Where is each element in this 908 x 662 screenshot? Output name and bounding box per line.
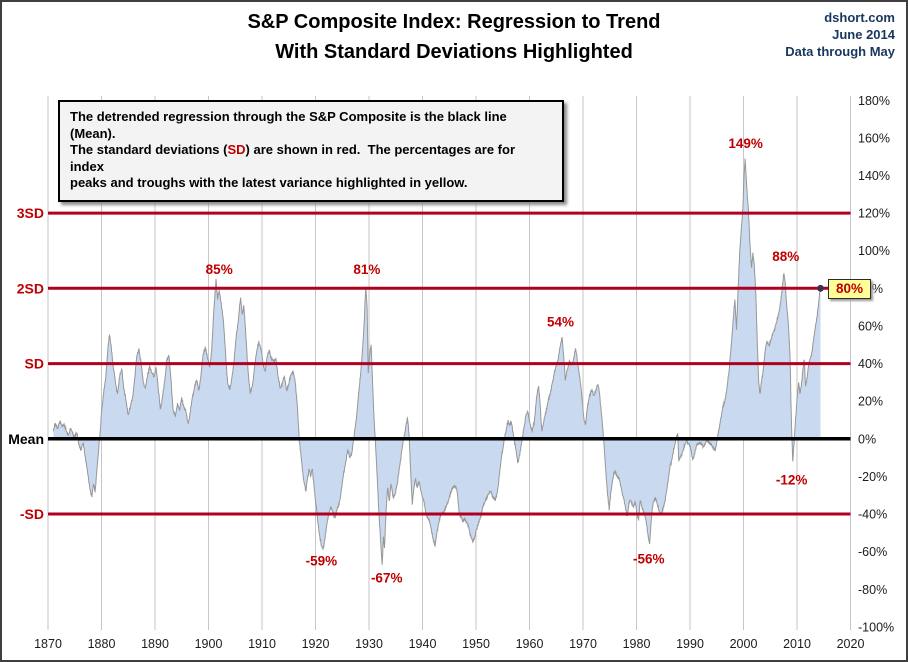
- x-tick-label-1960: 1960: [516, 637, 544, 651]
- x-tick-label-1940: 1940: [409, 637, 437, 651]
- extreme-label-88%: 88%: [772, 249, 799, 264]
- extreme-label-149%: 149%: [728, 136, 763, 151]
- y-tick-label--60: -60%: [858, 545, 887, 559]
- extreme-label--12%: -12%: [776, 473, 808, 488]
- x-tick-label-1870: 1870: [34, 637, 62, 651]
- sp-composite-area: [53, 158, 821, 565]
- source-coverage: Data through May: [785, 44, 895, 59]
- sp-composite-line: [52, 158, 821, 565]
- latest-point-marker: [817, 284, 824, 292]
- extreme-label-54%: 54%: [547, 315, 574, 330]
- y-tick-label-180: 180%: [858, 94, 890, 108]
- x-tick-label-1880: 1880: [88, 637, 116, 651]
- sd-label-SD: SD: [25, 356, 44, 372]
- y-tick-label-20: 20%: [858, 395, 883, 409]
- x-tick-label-2000: 2000: [730, 637, 758, 651]
- x-tick-label-1970: 1970: [569, 637, 597, 651]
- y-tick-label-100: 100%: [858, 244, 890, 258]
- current-variance-label: 80%: [828, 279, 872, 299]
- x-tick-label-1890: 1890: [141, 637, 169, 651]
- annotation-line-1: The detrended regression through the S&P…: [70, 109, 507, 141]
- y-tick-label--40: -40%: [858, 508, 887, 522]
- extreme-label-85%: 85%: [206, 262, 233, 277]
- extreme-label--67%: -67%: [371, 571, 403, 586]
- x-tick-label-1930: 1930: [355, 637, 383, 651]
- x-tick-label-1980: 1980: [623, 637, 651, 651]
- current-variance-value: 80%: [836, 281, 864, 296]
- y-tick-label-120: 120%: [858, 207, 890, 221]
- x-tick-label-1920: 1920: [302, 637, 330, 651]
- x-tick-label-1950: 1950: [462, 637, 490, 651]
- source-block: dshort.com June 2014 Data through May: [785, 9, 895, 60]
- x-tick-label-1990: 1990: [676, 637, 704, 651]
- extreme-label--56%: -56%: [633, 552, 665, 567]
- mean-label: Mean: [8, 431, 44, 447]
- y-tick-label-140: 140%: [858, 169, 890, 183]
- extreme-label--59%: -59%: [306, 554, 338, 569]
- sd-label-2SD: 2SD: [17, 280, 44, 296]
- x-tick-label-2020: 2020: [837, 637, 865, 651]
- title-line-2: With Standard Deviations Highlighted: [275, 41, 633, 63]
- page-title: S&P Composite Index: Regression to Trend…: [0, 7, 908, 67]
- y-tick-label-0: 0%: [858, 432, 876, 446]
- annotation-box: The detrended regression through the S&P…: [58, 100, 564, 202]
- sd-label-3SD: 3SD: [17, 205, 44, 221]
- annotation-line-2: The standard deviations (SD) are shown i…: [70, 142, 516, 174]
- x-tick-label-1910: 1910: [248, 637, 276, 651]
- sd-red-text: SD: [227, 142, 246, 157]
- x-tick-label-1900: 1900: [195, 637, 223, 651]
- y-tick-label--80: -80%: [858, 583, 887, 597]
- source-date: June 2014: [832, 27, 895, 42]
- y-tick-label-40: 40%: [858, 357, 883, 371]
- source-site: dshort.com: [824, 10, 895, 25]
- title-line-1: S&P Composite Index: Regression to Trend: [247, 11, 661, 33]
- y-tick-label-160: 160%: [858, 131, 890, 145]
- y-tick-label--20: -20%: [858, 470, 887, 484]
- annotation-line-3: peaks and troughs with the latest varian…: [70, 175, 468, 190]
- y-tick-label-60: 60%: [858, 320, 883, 334]
- sd-label--SD: -SD: [20, 506, 44, 522]
- extreme-label-81%: 81%: [353, 262, 380, 277]
- x-tick-label-2010: 2010: [783, 637, 811, 651]
- y-tick-label--100: -100%: [858, 620, 894, 634]
